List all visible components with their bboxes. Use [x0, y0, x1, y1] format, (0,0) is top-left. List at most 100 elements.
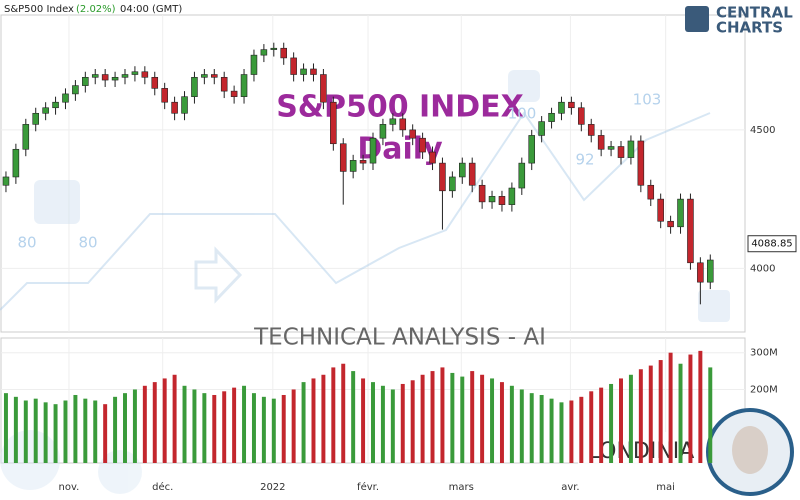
candle-body	[320, 74, 327, 103]
watermark-scores: 80 80 92 100 103	[17, 91, 661, 252]
candle-body	[409, 129, 416, 139]
candle-body	[270, 47, 278, 50]
watermark-icon	[698, 290, 730, 322]
volume-bar	[232, 387, 237, 463]
candle-body	[369, 137, 377, 164]
volume-bar	[698, 350, 703, 463]
candle-body	[2, 176, 10, 186]
volume-bar	[103, 404, 108, 463]
volume-bar	[113, 396, 118, 463]
x-tick-label: 2022	[260, 482, 285, 493]
candle-body	[349, 160, 357, 172]
last-price-box	[747, 235, 797, 253]
logo-text: CENTRAL	[716, 4, 793, 22]
watermark-decor	[0, 70, 730, 494]
candle-body	[508, 187, 516, 205]
candle-body	[42, 107, 49, 114]
candle-body	[280, 47, 287, 59]
candle-body	[12, 148, 20, 178]
candle-body	[587, 124, 595, 136]
volume-bar	[648, 365, 653, 463]
volume-bar	[380, 385, 385, 463]
volume-bar	[3, 393, 8, 463]
volume-bar	[628, 374, 633, 463]
volume-bar	[182, 385, 187, 463]
volume-bar	[708, 367, 713, 463]
watermark-circle	[0, 430, 60, 490]
y-tick-label: 4000	[750, 263, 775, 274]
last-price-label: 4088.85	[751, 239, 792, 250]
watermark-score: 80	[17, 234, 36, 252]
volume-bar	[579, 396, 584, 463]
volume-bar	[400, 383, 405, 463]
candle-body	[220, 76, 228, 92]
candle-body	[211, 74, 218, 78]
volume-bar	[202, 393, 207, 463]
candle-body	[607, 146, 615, 150]
partner-face	[732, 426, 768, 474]
candle-body	[657, 198, 664, 222]
candle-body	[72, 85, 79, 95]
candle-body	[468, 162, 476, 186]
candle-body	[627, 140, 635, 158]
candle-body	[171, 101, 178, 114]
x-tick-label: déc.	[152, 481, 173, 493]
watermark-score: 103	[633, 91, 662, 109]
volume-bar	[371, 382, 375, 463]
candle-body	[538, 121, 545, 136]
candle-body	[181, 96, 188, 114]
candle-body	[548, 112, 555, 122]
volume-bar	[123, 393, 127, 463]
volume-bar	[321, 374, 326, 463]
candle-body	[151, 76, 159, 89]
volume-bar	[43, 402, 48, 463]
x-tick-label: avr.	[561, 482, 579, 493]
candle-body	[399, 118, 407, 131]
watermark-line	[0, 111, 711, 311]
volume-bar	[142, 385, 147, 463]
volume-bar	[390, 389, 395, 463]
volume-bar	[549, 398, 554, 463]
y2-tick-label: 200M	[750, 384, 778, 395]
volume-bar	[420, 374, 425, 463]
candle-body	[637, 140, 645, 186]
candle-body	[488, 196, 496, 203]
candle-body	[528, 135, 535, 164]
volume-bar	[529, 393, 534, 463]
volume-bar	[271, 398, 276, 463]
volume-bar	[281, 394, 286, 463]
volume-bar	[450, 372, 455, 463]
time-label: 04:00 (GMT)	[120, 4, 182, 15]
candle-body	[230, 90, 238, 97]
volume-bar	[470, 371, 475, 463]
volume-bar	[93, 400, 98, 463]
volume-bar	[430, 371, 435, 463]
logo-text: CHARTS	[716, 19, 783, 37]
volume-bar	[351, 371, 356, 463]
volume-bar	[341, 363, 346, 463]
candle-body	[439, 162, 446, 192]
x-tick-label: mai	[656, 482, 675, 493]
candle-body	[32, 112, 39, 125]
x-tick-label: mars	[449, 482, 474, 493]
volume-bar	[519, 389, 524, 463]
watermark-banner: TECHNICAL ANALYSIS - AI	[253, 325, 546, 351]
volume-bar	[589, 391, 594, 463]
watermark-score: 92	[575, 151, 594, 169]
candle-body	[52, 101, 59, 109]
candle-body	[498, 196, 506, 205]
candle-body	[82, 76, 89, 86]
x-tick-label: nov.	[59, 482, 80, 493]
volume-bar	[172, 374, 177, 463]
volume-bar	[33, 398, 38, 463]
volume-bar	[688, 354, 693, 463]
volume-bar	[619, 378, 623, 463]
candle-body	[240, 74, 248, 97]
price-panel	[0, 14, 746, 333]
y-tick-label: 4500	[750, 125, 775, 136]
candle-body	[459, 162, 466, 178]
candle-body	[101, 74, 109, 81]
candle-body	[131, 71, 139, 75]
candle-body	[141, 71, 149, 78]
